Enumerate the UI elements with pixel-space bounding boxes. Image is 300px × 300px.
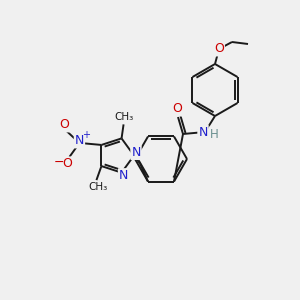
Text: −: − (54, 155, 65, 168)
Text: CH₃: CH₃ (89, 182, 108, 192)
Text: O: O (214, 43, 224, 56)
Text: O: O (59, 118, 69, 131)
Text: N: N (75, 134, 84, 147)
Text: N: N (131, 146, 141, 159)
Text: N: N (198, 125, 208, 139)
Text: O: O (172, 103, 182, 116)
Text: N: N (119, 169, 128, 182)
Text: O: O (62, 158, 72, 170)
Text: +: + (82, 130, 90, 140)
Text: H: H (210, 128, 218, 140)
Text: CH₃: CH₃ (114, 112, 133, 122)
